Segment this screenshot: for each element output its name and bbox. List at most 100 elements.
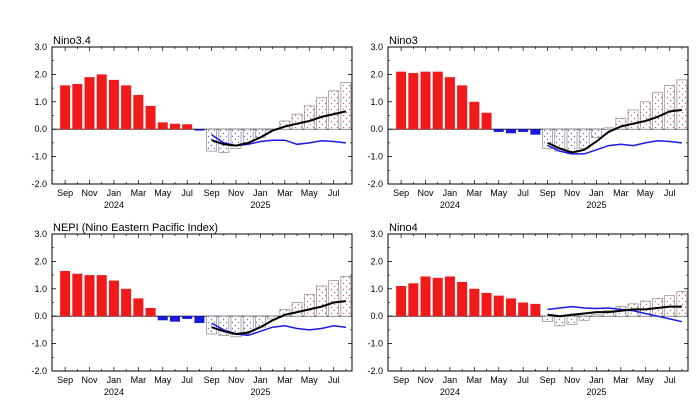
y-tick-label: 0.0 [34, 124, 47, 134]
year-label: 2025 [586, 200, 606, 210]
x-tick-label: Jan [443, 375, 458, 385]
forecast-bar [340, 276, 352, 317]
chart-panel-2: Nino3 3.0 2.0 1.0 0.0 -1.0 -2.0 Sep Nov Jan Mar May… [367, 35, 689, 210]
forecast-bar [542, 315, 553, 323]
observed-bar [457, 85, 468, 130]
year-label: 2025 [250, 387, 270, 397]
observed-bar [169, 316, 180, 322]
observed-bar [432, 277, 443, 317]
y-tick-label: -1.0 [367, 152, 383, 162]
y-tick-label: 1.0 [370, 97, 383, 107]
y-tick-label: 2.0 [34, 256, 47, 266]
y-tick-label: 2.0 [370, 69, 383, 79]
year-label: 2024 [440, 200, 460, 210]
y-tick-label: 1.0 [34, 97, 47, 107]
x-tick-label: Jul [664, 188, 676, 198]
year-label: 2024 [104, 200, 124, 210]
x-tick-label: Jan [443, 188, 458, 198]
x-tick-label: Mar [467, 188, 483, 198]
forecast-bar [316, 97, 327, 130]
observed-bar [133, 298, 144, 317]
observed-bar [530, 303, 541, 317]
x-tick-label: Sep [204, 375, 220, 385]
forecast-bar [652, 91, 663, 130]
forecast-bar [206, 128, 217, 152]
forecast-bar [676, 291, 688, 317]
forecast-bar [328, 90, 340, 130]
x-tick-label: May [154, 188, 172, 198]
observed-bar [108, 280, 119, 317]
x-tick-label: Sep [540, 375, 556, 385]
forecast-bar [676, 79, 688, 130]
forecast-bar [242, 315, 254, 335]
x-tick-label: Sep [57, 375, 73, 385]
x-tick-label: May [490, 375, 508, 385]
observed-bar [133, 94, 144, 130]
x-tick-label: Jan [107, 188, 122, 198]
chart-title: Nino3.4 [53, 35, 91, 47]
chart-title: Nino3 [389, 35, 418, 47]
forecast-bar [591, 314, 602, 317]
forecast-bar [218, 128, 230, 153]
x-tick-label: Mar [277, 188, 293, 198]
observed-bar [457, 281, 468, 317]
observed-bar [493, 129, 504, 132]
year-label: 2024 [440, 387, 460, 397]
x-tick-label: Nov [564, 188, 581, 198]
x-tick-label: Nov [418, 188, 435, 198]
x-tick-label: Mar [277, 375, 293, 385]
x-tick-label: Jan [589, 188, 604, 198]
year-label: 2024 [104, 387, 124, 397]
observed-bar [169, 123, 180, 130]
observed-bar [444, 77, 455, 130]
y-tick-label: 0.0 [34, 311, 47, 321]
x-tick-label: Nov [82, 188, 99, 198]
forecast-bar [291, 302, 303, 317]
observed-bar [518, 302, 529, 317]
ensemble-mean-line [211, 300, 347, 336]
observed-bar [505, 129, 516, 134]
observed-bar [72, 83, 83, 130]
observed-bar [420, 71, 431, 130]
x-tick-label: Mar [613, 375, 629, 385]
forecast-bar [603, 310, 615, 317]
x-tick-label: May [637, 188, 655, 198]
x-tick-label: Nov [228, 375, 245, 385]
observed-bar [84, 77, 95, 130]
x-tick-label: Jul [517, 375, 529, 385]
observed-bar [121, 288, 132, 317]
year-label: 2025 [586, 387, 606, 397]
forecast-bar [615, 117, 627, 130]
chart-panel-3: NEPI (Nino Eastern Pacific Index) 3.0 2.0 1… [31, 222, 353, 397]
observed-bar [157, 316, 168, 321]
observed-bar [481, 112, 492, 130]
x-tick-label: May [490, 188, 508, 198]
observed-bar [84, 275, 95, 317]
x-tick-label: Sep [393, 188, 409, 198]
forecast-bar [566, 128, 578, 155]
forecast-bar [554, 315, 566, 327]
x-tick-label: May [301, 375, 319, 385]
forecast-bar [230, 128, 242, 149]
y-tick-label: 0.0 [370, 311, 383, 321]
observed-bar [469, 288, 480, 317]
x-tick-label: Jan [107, 375, 122, 385]
x-tick-label: Jul [328, 375, 340, 385]
x-tick-label: Jul [664, 375, 676, 385]
observed-bar [481, 292, 492, 317]
y-tick-label: 2.0 [370, 256, 383, 266]
y-tick-label: -2.0 [367, 179, 383, 189]
y-tick-label: 2.0 [34, 69, 47, 79]
forecast-bar [603, 127, 615, 130]
x-tick-label: Jan [253, 375, 268, 385]
forecast-bar [230, 315, 242, 338]
y-tick-label: -1.0 [367, 339, 383, 349]
observed-bar [96, 275, 107, 317]
x-tick-label: Jul [517, 188, 529, 198]
y-tick-label: 1.0 [370, 284, 383, 294]
observed-bar [432, 71, 443, 130]
observed-bar [530, 129, 541, 135]
forecast-bar [316, 285, 327, 317]
forecast-bar [639, 101, 651, 130]
